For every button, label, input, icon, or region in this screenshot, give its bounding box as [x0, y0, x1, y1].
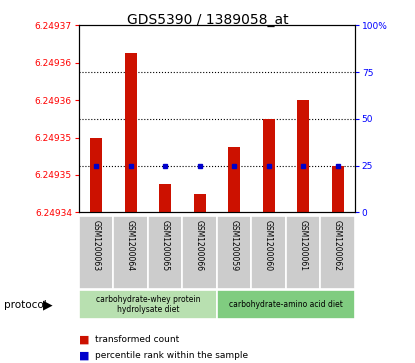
Text: GSM1200059: GSM1200059	[229, 220, 239, 271]
Text: GSM1200063: GSM1200063	[92, 220, 100, 271]
Bar	[124, 53, 137, 212]
Bar	[217, 290, 355, 319]
Text: GDS5390 / 1389058_at: GDS5390 / 1389058_at	[127, 13, 288, 27]
Text: protocol: protocol	[4, 299, 47, 310]
Text: ■: ■	[79, 334, 89, 344]
Text: GSM1200066: GSM1200066	[195, 220, 204, 271]
Text: GSM1200060: GSM1200060	[264, 220, 273, 271]
Text: percentile rank within the sample: percentile rank within the sample	[95, 351, 249, 360]
Text: GSM1200062: GSM1200062	[333, 220, 342, 270]
Bar	[79, 290, 217, 319]
Bar	[79, 216, 113, 289]
Text: carbohydrate-amino acid diet: carbohydrate-amino acid diet	[229, 300, 343, 309]
Text: GSM1200061: GSM1200061	[298, 220, 308, 270]
Bar	[159, 184, 171, 212]
Bar	[320, 216, 355, 289]
Bar	[228, 147, 240, 212]
Text: GSM1200064: GSM1200064	[126, 220, 135, 271]
Text: ▶: ▶	[43, 298, 53, 311]
Bar	[263, 119, 275, 212]
Bar	[90, 138, 102, 212]
Bar	[193, 193, 205, 212]
Bar	[217, 216, 251, 289]
Bar	[286, 216, 320, 289]
Bar	[251, 216, 286, 289]
Bar	[297, 100, 309, 212]
Bar	[113, 216, 148, 289]
Bar	[182, 216, 217, 289]
Text: GSM1200065: GSM1200065	[161, 220, 170, 271]
Text: transformed count: transformed count	[95, 335, 180, 344]
Text: ■: ■	[79, 351, 89, 361]
Bar	[148, 216, 182, 289]
Text: carbohydrate-whey protein
hydrolysate diet: carbohydrate-whey protein hydrolysate di…	[95, 295, 200, 314]
Bar	[332, 166, 344, 212]
